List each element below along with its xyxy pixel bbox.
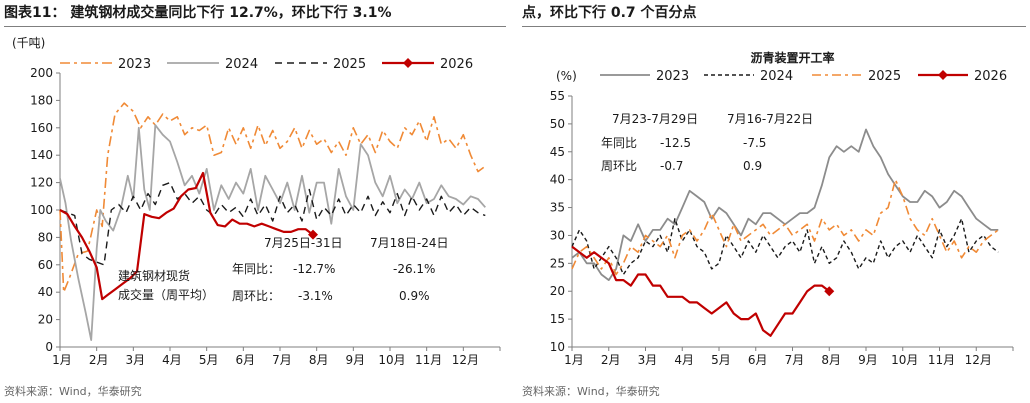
- left-legend-2026-label: 2026: [440, 57, 473, 72]
- right-x-tick-label: 12月: [965, 353, 992, 367]
- left-annotation-row1-label: 年同比：: [232, 262, 280, 276]
- right-x-tick-label: 11月: [928, 353, 955, 367]
- right-legend-2026-marker: [938, 70, 948, 80]
- left-series-2025-line: [59, 181, 486, 266]
- right-x-tick-label: 7月: [785, 353, 805, 367]
- left-y-tick-label: 120: [30, 176, 53, 190]
- left-annotation-label-line2: 成交量（周平均）: [118, 287, 214, 302]
- left-y-tick-label: 80: [38, 230, 53, 244]
- right-x-tick-label: 8月: [821, 353, 841, 367]
- right-y-tick-label: 55: [550, 89, 565, 103]
- right-x-tick-label: 1月: [564, 353, 584, 367]
- right-y-tick-label: 25: [550, 256, 565, 270]
- right-source-note: 资料来源：Wind，华泰研究: [522, 385, 660, 398]
- right-x-tick-label: 3月: [638, 353, 658, 367]
- right-x-tick-label: 10月: [891, 353, 918, 367]
- left-x-tick-label: 10月: [378, 353, 405, 367]
- left-y-tick-label: 0: [45, 340, 53, 354]
- right-x-tick-label: 5月: [711, 353, 731, 367]
- right-chart-title: 沥青装置开工率: [750, 50, 834, 65]
- right-x-tick-label: 4月: [674, 353, 694, 367]
- left-annotation-row1-value1: -12.7%: [293, 262, 335, 276]
- left-y-tick-label: 40: [38, 285, 53, 299]
- left-y-axis-label: (千吨): [12, 36, 45, 50]
- right-annotation-col1-header: 7月23-7月29日: [612, 112, 698, 126]
- right-y-tick-label: 35: [550, 201, 565, 215]
- right-annotation-row2-value2: 0.9: [743, 159, 762, 173]
- right-x-tick-label: 2月: [601, 353, 621, 367]
- right-y-tick-label: 30: [550, 228, 565, 242]
- left-x-tick-label: 4月: [162, 353, 182, 367]
- left-x-tick-label: 11月: [415, 353, 442, 367]
- left-series-2026-line: [59, 171, 314, 301]
- left-x-tick-label: 7月: [272, 353, 292, 367]
- right-annotation-col2-header: 7月16-7月22日: [727, 112, 813, 126]
- left-y-tick-label: 60: [38, 258, 53, 272]
- right-x-tick-label: 6月: [748, 353, 768, 367]
- left-legend-2024-label: 2024: [225, 57, 258, 72]
- left-annotation-col1-header: 7月25日-31日: [264, 236, 343, 250]
- left-y-tick-label: 20: [38, 313, 53, 327]
- left-figure-header: 图表11： 建筑钢材成交量同比下行 12.7%，环比下行 3.1%: [4, 5, 392, 21]
- left-x-tick-label: 2月: [89, 353, 109, 367]
- left-x-tick-label: 9月: [346, 353, 366, 367]
- left-annotation-label-line1: 建筑钢材现货: [118, 268, 190, 283]
- left-y-tick-label: 200: [30, 66, 53, 80]
- left-x-tick-label: 5月: [199, 353, 219, 367]
- left-series-2023-line: [59, 102, 486, 294]
- right-annotation-row1-value1: -12.5: [660, 136, 691, 150]
- left-annotation-col2-header: 7月18日-24日: [370, 236, 449, 250]
- left-annotation-row2-value1: -3.1%: [298, 289, 333, 303]
- right-figure-header: 点，环比下行 0.7 个百分点: [522, 5, 697, 21]
- right-x-tick-label: 9月: [858, 353, 878, 367]
- left-annotation-row2-value2: 0.9%: [399, 289, 430, 303]
- right-legend-2024-label: 2024: [760, 69, 793, 84]
- right-series-2025-line: [571, 178, 999, 276]
- right-y-tick-label: 50: [550, 117, 565, 131]
- left-y-tick-label: 160: [30, 121, 53, 135]
- right-annotation-row1-value2: -7.5: [743, 136, 766, 150]
- right-series-2026-end-marker: [824, 286, 835, 297]
- left-legend-2025-label: 2025: [333, 57, 366, 72]
- left-series-2026-end-marker: [308, 229, 318, 240]
- left-x-tick-label: 6月: [236, 353, 256, 367]
- left-header-rule: [4, 26, 506, 27]
- right-legend-2026-label: 2026: [974, 69, 1007, 84]
- left-legend-2026-marker: [403, 58, 413, 68]
- right-y-tick-label: 10: [550, 340, 565, 354]
- right-series-2026-line: [571, 245, 830, 337]
- right-annotation-row1-label: 年同比: [601, 136, 637, 150]
- left-source-note: 资料来源：Wind，华泰研究: [4, 385, 142, 398]
- left-y-tick-label: 140: [30, 148, 53, 162]
- right-legend-2023-label: 2023: [656, 69, 689, 84]
- right-annotation-row2-value1: -0.7: [660, 159, 683, 173]
- left-x-tick-label: 12月: [452, 353, 479, 367]
- left-x-tick-label: 1月: [52, 353, 72, 367]
- right-legend-2025-label: 2025: [868, 69, 901, 84]
- right-y-tick-label: 15: [550, 312, 565, 326]
- left-y-tick-label: 100: [30, 203, 53, 217]
- left-chart-steel-volume: (千吨) 0 20 40 60 80 100 120 140 160 180 200 1月 2月 3月 4月 5…: [12, 36, 501, 367]
- right-y-axis-label: (%): [556, 69, 577, 83]
- right-series-2024-line: [571, 217, 999, 276]
- right-y-tick-label: 20: [550, 284, 565, 298]
- left-legend-2023-label: 2023: [118, 57, 151, 72]
- right-annotation-row2-label: 周环比: [601, 159, 637, 173]
- left-x-tick-label: 3月: [126, 353, 146, 367]
- right-y-tick-label: 45: [550, 145, 565, 159]
- right-y-tick-label: 40: [550, 173, 565, 187]
- right-series-2023-line: [571, 128, 999, 282]
- left-annotation-row2-label: 周环比：: [232, 289, 280, 303]
- left-series-2024-line: [59, 124, 486, 342]
- left-y-tick-label: 180: [30, 93, 53, 107]
- left-annotation-row1-value2: -26.1%: [393, 262, 435, 276]
- right-header-rule: [522, 26, 1026, 27]
- left-x-tick-label: 8月: [309, 353, 329, 367]
